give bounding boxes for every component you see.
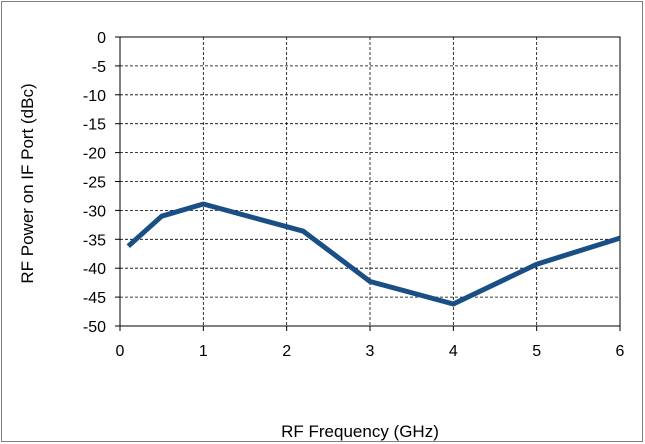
- series-line: [126, 201, 621, 307]
- y-axis-label: RF Power on IF Port (dBc): [18, 83, 37, 283]
- y-tick-label: -35: [83, 232, 106, 249]
- x-tick-label: 1: [199, 343, 208, 360]
- x-axis-label: RF Frequency (GHz): [281, 422, 439, 441]
- y-tick-label: -20: [83, 146, 106, 163]
- y-tick-label: -15: [83, 117, 106, 134]
- y-tick-label: -25: [83, 175, 106, 192]
- y-tick-label: 0: [97, 30, 106, 47]
- y-tick-label: -5: [92, 59, 106, 76]
- y-tick-label: -30: [83, 203, 106, 220]
- y-tick-label: -10: [83, 88, 106, 105]
- x-tick-label: 4: [449, 343, 458, 360]
- series-group: [126, 201, 621, 307]
- x-axis: 0 1 2 3 4 5 6: [116, 326, 625, 360]
- x-tick-label: 3: [366, 343, 375, 360]
- x-tick-label: 5: [532, 343, 541, 360]
- x-tick-label: 0: [116, 343, 125, 360]
- y-tick-label: -45: [83, 290, 106, 307]
- y-tick-label: -50: [83, 319, 106, 336]
- x-tick-label: 2: [282, 343, 291, 360]
- x-tick-label: 6: [616, 343, 625, 360]
- y-tick-label: -40: [83, 261, 106, 278]
- y-axis: 0 -5 -10 -15 -20 -25 -30 -35 -40 -45 -50: [83, 30, 120, 336]
